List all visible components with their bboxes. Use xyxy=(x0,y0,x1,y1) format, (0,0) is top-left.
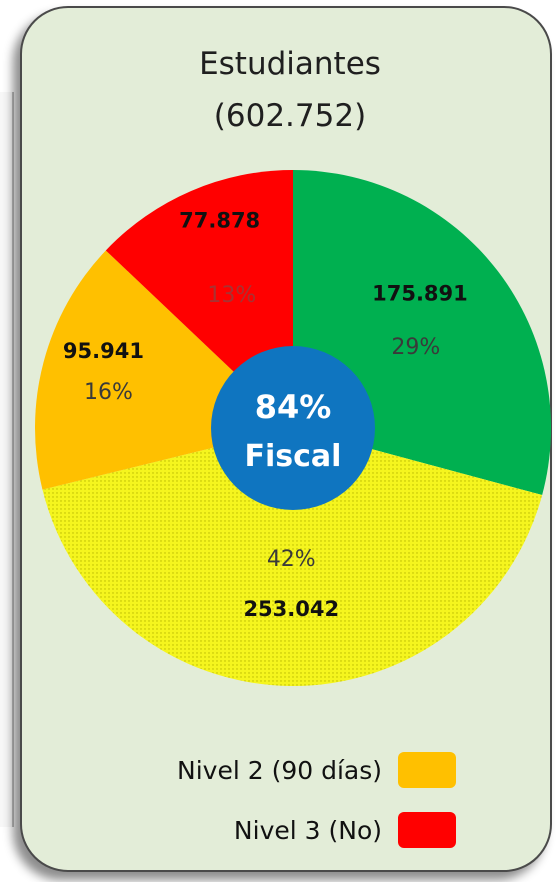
center-circle xyxy=(211,346,375,510)
legend-label-nivel-2: Nivel 2 (90 días) xyxy=(177,755,382,785)
slice-percent-label-red: 13% xyxy=(207,283,256,308)
pie-slice-yellow xyxy=(42,428,543,686)
center-label: Fiscal xyxy=(245,439,342,474)
slice-value-label-red: 77.878 xyxy=(179,208,260,232)
slice-percent-label-green: 29% xyxy=(391,335,440,360)
slice-percent-label-yellow: 42% xyxy=(267,547,316,572)
slice-value-label-green: 175.891 xyxy=(372,282,468,306)
legend-swatch-nivel-3 xyxy=(398,812,456,848)
legend-item-nivel-3: Nivel 3 (No) xyxy=(120,810,456,850)
slice-value-label-yellow: 253.042 xyxy=(243,597,339,621)
legend-label-nivel-3: Nivel 3 (No) xyxy=(233,815,382,845)
legend-swatch-nivel-2 xyxy=(398,752,456,788)
chart-title: Estudiantes xyxy=(199,46,381,82)
slice-value-label-orange: 95.941 xyxy=(63,339,144,363)
center-percent: 84% xyxy=(255,388,332,426)
chart-subtitle: (602.752) xyxy=(213,98,367,134)
legend-item-nivel-2: Nivel 2 (90 días) xyxy=(120,750,456,790)
slice-percent-label-orange: 16% xyxy=(84,380,133,405)
left-edge-bar xyxy=(0,92,14,827)
